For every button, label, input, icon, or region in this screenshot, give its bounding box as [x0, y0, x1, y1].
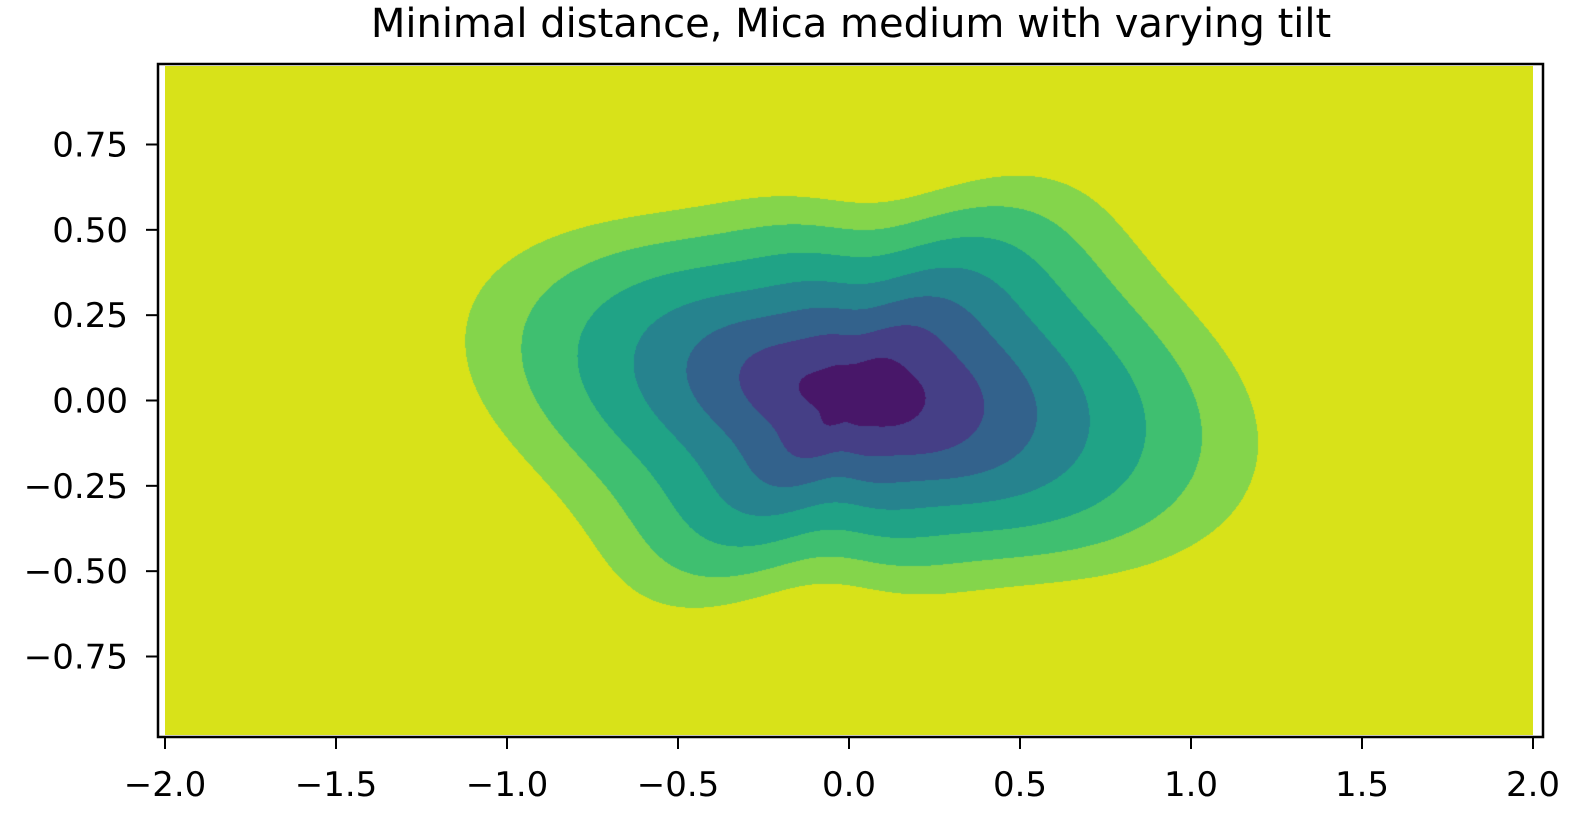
x-tick-label: 1.5	[1335, 765, 1389, 805]
x-tick-label: 0.5	[993, 765, 1047, 805]
y-tick-label: 0.75	[52, 126, 128, 166]
x-tick-label: 1.0	[1164, 765, 1218, 805]
y-tick-label: −0.75	[24, 637, 128, 677]
chart-title: Minimal distance, Mica medium with varyi…	[371, 1, 1331, 47]
plot-frame	[156, 62, 1545, 739]
x-tick-label: 2.0	[1506, 765, 1560, 805]
y-tick-label: −0.25	[24, 467, 128, 507]
x-tick-label: −0.5	[637, 765, 720, 805]
x-axis: −2.0 −1.5 −1.0 −0.5 0.0 0.5 1.0 1.5 2.0	[124, 737, 1560, 805]
x-tick-label: −1.0	[466, 765, 549, 805]
plot-area	[165, 66, 1533, 735]
y-tick-label: −0.50	[24, 552, 128, 592]
y-tick-label: 0.25	[52, 296, 128, 336]
x-tick-label: −1.5	[295, 765, 378, 805]
y-tick-label: 0.00	[52, 382, 128, 422]
x-tick-label: −2.0	[124, 765, 207, 805]
contour-field	[165, 66, 1533, 735]
y-axis: −0.75 −0.50 −0.25 0.00 0.25 0.50 0.75	[24, 126, 158, 677]
x-tick-label: 0.0	[822, 765, 876, 805]
y-tick-label: 0.50	[52, 211, 128, 251]
